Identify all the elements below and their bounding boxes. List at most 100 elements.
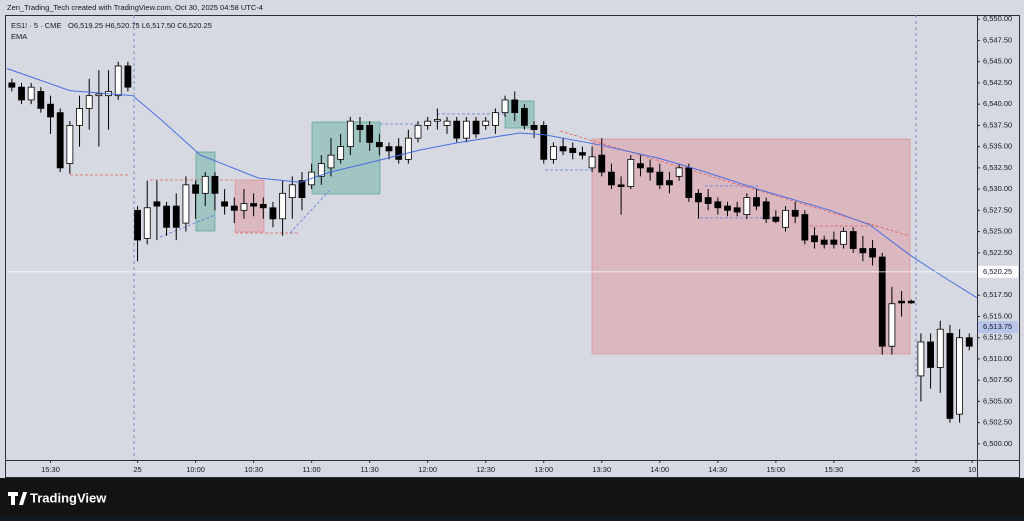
x-tick-label: 15:30 [824, 465, 843, 474]
candle-body [482, 120, 490, 126]
candle-body [772, 216, 780, 222]
candle-body [163, 205, 170, 228]
candle-body [143, 207, 151, 239]
candle-body [395, 146, 403, 160]
candle-body [18, 86, 25, 101]
candle-body [540, 125, 548, 160]
candle-body [472, 120, 480, 135]
candle-body [56, 112, 64, 169]
x-tick-label: 25 [133, 465, 141, 474]
attribution: Zen_Trading_Tech created with TradingVie… [7, 3, 263, 12]
y-tick-label: 6,502.50 [983, 418, 1012, 427]
brand-logo: TradingView [8, 490, 107, 505]
candle-body [337, 146, 345, 160]
y-tick-label: 6,517.50 [983, 290, 1012, 299]
x-tick-label: 14:30 [708, 465, 727, 474]
candle-body [85, 95, 93, 109]
y-tick-label: 6,500.00 [983, 439, 1012, 448]
x-tick-label: 26 [912, 465, 920, 474]
candle-body [230, 205, 238, 211]
candle-body [8, 82, 16, 88]
candle-body [192, 184, 199, 194]
candle-body [656, 171, 664, 186]
candle-body [491, 112, 499, 126]
candle-body [801, 214, 809, 241]
candle-body [37, 91, 45, 109]
y-tick-label: 6,512.50 [983, 333, 1012, 342]
candle-body [936, 328, 944, 368]
candle-body [627, 158, 635, 187]
candle-body [124, 65, 132, 88]
footer [0, 478, 1024, 516]
candle-body [317, 163, 325, 177]
candle-body [820, 239, 828, 245]
candle-body [259, 203, 267, 209]
candle-body [695, 192, 702, 203]
candle-body [646, 167, 654, 173]
candle-body [733, 207, 741, 213]
candle-body [433, 119, 441, 122]
y-tick-label: 6,532.50 [983, 163, 1012, 172]
drawings [70, 100, 911, 355]
candle-body [840, 231, 847, 245]
candle-body [240, 203, 248, 211]
candle-body [182, 184, 190, 224]
candle-body [898, 300, 905, 304]
candle-body [385, 146, 393, 152]
x-tick-label: 13:30 [592, 465, 611, 474]
x-tick-label: 11:00 [303, 465, 321, 474]
price-label-box [978, 321, 1018, 334]
candle-body [134, 209, 141, 241]
zone-box [504, 100, 535, 129]
candle-body [704, 197, 712, 204]
y-tick-label: 6,510.00 [983, 354, 1012, 363]
x-tick-label: 12:00 [418, 465, 437, 474]
y-tick-label: 6,507.50 [983, 375, 1012, 384]
y-tick-label: 6,537.50 [983, 120, 1012, 129]
candle-body [675, 167, 683, 177]
candle-body [849, 231, 857, 249]
dashed-lines [70, 113, 911, 238]
brand: TradingView [30, 490, 107, 505]
frame [5, 15, 1020, 478]
candle-body [114, 65, 122, 97]
candle-body [356, 125, 364, 131]
x-tick-label: 15:30 [41, 465, 60, 474]
x-tick-label: 15:00 [766, 465, 785, 474]
plot-area [6, 61, 978, 423]
candle-body [27, 86, 35, 101]
candle-body [888, 303, 896, 347]
candle-body [588, 156, 596, 169]
candle-body [927, 341, 934, 368]
candle-body [172, 205, 180, 228]
price-label: 6,520.25 [983, 267, 1012, 276]
candle-body [47, 103, 54, 118]
y-tick-label: 6,542.50 [983, 78, 1012, 87]
candle-body [724, 205, 731, 211]
candle-body [95, 93, 103, 97]
candle-body [907, 300, 915, 304]
candle-body [375, 141, 383, 148]
dashed-line [559, 130, 911, 237]
candle-body [530, 125, 538, 131]
candle-body [462, 120, 470, 139]
y-tick-label: 6,550.00 [983, 14, 1012, 23]
logo-mark [8, 492, 27, 505]
x-tick-label: 10:00 [186, 465, 205, 474]
candle-body [714, 201, 722, 209]
candle-body [608, 171, 615, 186]
y-tick-label: 6,545.00 [983, 57, 1012, 66]
candle-body [878, 256, 886, 347]
candle-body [917, 341, 925, 377]
y-tick-label: 6,515.00 [983, 311, 1012, 320]
candle-body [753, 197, 760, 207]
candle-body [404, 137, 412, 160]
candle-body [579, 152, 586, 156]
candle-body [685, 167, 693, 198]
x-tick-label: 10 [968, 465, 976, 474]
candle-body [298, 180, 306, 198]
candle-body [66, 125, 74, 165]
y-tick-label: 6,547.50 [983, 35, 1012, 44]
zone-box [591, 138, 911, 355]
candle-body [956, 337, 963, 415]
